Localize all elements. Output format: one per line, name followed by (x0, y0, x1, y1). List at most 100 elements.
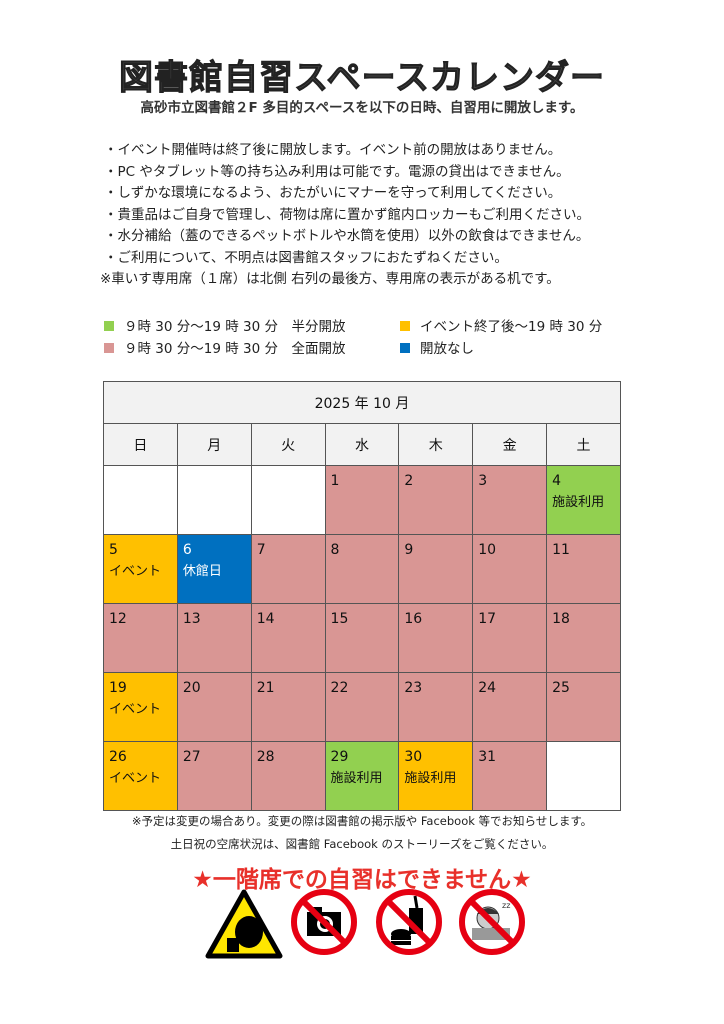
note-item: ・ご利用について、不明点は図書館スタッフにおたずねください。 (104, 249, 508, 266)
day-number: 31 (478, 749, 497, 765)
calendar-day-16: 16 (398, 603, 474, 673)
calendar-week-row: 12 13 14 15 16 17 18 (103, 603, 621, 673)
calendar-empty-cell (103, 465, 178, 535)
legend-half-open: ９時 30 分～19 時 30 分 半分開放 (104, 316, 346, 338)
day-note: 施設利用 (552, 495, 605, 510)
day-number: 18 (552, 611, 570, 627)
calendar-day-14: 14 (250, 603, 326, 673)
calendar-week-row: 19 イベント 20 21 22 23 24 25 (103, 672, 621, 742)
calendar-day-17: 17 (472, 603, 548, 673)
calendar-day-26: 26 イベント (103, 741, 178, 811)
day-note: 休館日 (182, 564, 222, 579)
day-number: 16 (404, 611, 423, 627)
note-item: ・イベント開催時は終了後に開放します。イベント前の開放はありません。 (104, 142, 562, 158)
calendar-day-1: 1 (324, 465, 400, 535)
day-number: 30 (404, 749, 423, 765)
weekday-header: 水 (324, 423, 400, 466)
green-swatch (104, 321, 114, 331)
calendar-day-15: 15 (324, 603, 400, 673)
subtitle: 高砂市立図書館２F 多目的スペースを以下の日時、自習用に開放します。 (140, 100, 584, 116)
legend-event: イベント終了後～19 時 30 分 (400, 316, 602, 338)
legend-label: 開放なし (420, 341, 474, 357)
calendar-week-row: 5 イベント 6 休館日 7 8 9 10 11 (103, 534, 621, 604)
day-number: 27 (182, 749, 201, 765)
calendar-day-8: 8 (324, 534, 400, 604)
legend-label: ９時 30 分～19 時 30 分 半分開放 (124, 319, 346, 335)
weekday-header: 日 (103, 423, 178, 466)
blue-swatch (400, 343, 410, 353)
day-number: 21 (256, 680, 275, 696)
calendar-day-29: 29 施設利用 (324, 741, 400, 811)
day-number: 26 (109, 749, 127, 765)
day-number: 15 (330, 611, 349, 627)
day-number: 19 (109, 680, 127, 696)
weekday-header: 月 (176, 423, 252, 466)
day-number: 10 (478, 542, 497, 558)
day-note: イベント (109, 564, 162, 579)
day-number: 1 (330, 473, 340, 489)
day-number: 11 (552, 542, 570, 558)
day-number: 20 (182, 680, 201, 696)
legend-label: ９時 30 分～19 時 30 分 全面開放 (124, 341, 346, 357)
day-number: 13 (182, 611, 201, 627)
calendar-day-23: 23 (398, 672, 474, 742)
day-number: 7 (256, 542, 266, 558)
footer-note: ※予定は変更の場合あり。変更の際は図書館の掲示版や Facebook 等でお知ら… (131, 814, 593, 828)
calendar-day-18: 18 (546, 603, 621, 673)
calendar-empty-cell (250, 465, 326, 535)
weekday-header: 金 (472, 423, 548, 466)
calendar-day-6: 6 休館日 (176, 534, 252, 604)
day-number: 25 (552, 680, 570, 696)
day-number: 2 (404, 473, 414, 489)
page-title: 図書館自習スペースカレンダー (119, 58, 605, 99)
legend-closed: 開放なし (400, 338, 474, 360)
calendar-day-7: 7 (250, 534, 326, 604)
calendar-day-21: 21 (250, 672, 326, 742)
day-note: 施設利用 (404, 771, 457, 786)
legend-full-open: ９時 30 分～19 時 30 分 全面開放 (104, 338, 346, 360)
pink-swatch (104, 343, 114, 353)
calendar-day-30: 30 施設利用 (398, 741, 474, 811)
calendar-day-31: 31 (472, 741, 548, 811)
orange-swatch (400, 321, 410, 331)
footer-note: 土日祝の空席状況は、図書館 Facebook のストーリーズをご覧ください。 (170, 837, 554, 851)
day-number: 23 (404, 680, 423, 696)
calendar-day-12: 12 (103, 603, 178, 673)
no-camera-icon (291, 889, 357, 955)
calendar-day-24: 24 (472, 672, 548, 742)
calendar-day-11: 11 (546, 534, 621, 604)
weekday-header: 土 (546, 423, 621, 466)
day-number: 24 (478, 680, 497, 696)
legend-label: イベント終了後～19 時 30 分 (420, 319, 603, 335)
calendar-month: 2025 年 10 月 (103, 381, 621, 424)
day-number: 12 (109, 611, 127, 627)
weekday-header: 木 (398, 423, 474, 466)
day-number: 14 (256, 611, 275, 627)
calendar: 2025 年 10 月 日月火水木金土 1 2 3 4 施設利用 5 イベント 6 休館日 7 8 9… (103, 381, 621, 811)
day-number: 9 (404, 542, 414, 558)
day-note: 施設利用 (330, 771, 383, 786)
day-number: 5 (109, 542, 118, 558)
calendar-empty-cell (176, 465, 252, 535)
note-item: ・しずかな環境になるよう、おたがいにマナーを守って利用してください。 (104, 185, 562, 201)
day-note: イベント (109, 702, 162, 717)
day-note: イベント (109, 771, 162, 786)
note-item: ※車いす専用席（１席）は北側 右列の最後方、専用席の表示がある机です。 (100, 271, 560, 287)
calendar-day-28: 28 (250, 741, 326, 811)
calendar-day-9: 9 (398, 534, 474, 604)
calendar-empty-cell (546, 741, 621, 811)
no-food-drink-icon (376, 889, 442, 955)
day-number: 8 (330, 542, 340, 558)
calendar-day-20: 20 (176, 672, 252, 742)
day-number: 17 (478, 611, 497, 627)
calendar-day-3: 3 (472, 465, 548, 535)
calendar-day-13: 13 (176, 603, 252, 673)
calendar-day-5: 5 イベント (103, 534, 178, 604)
calendar-day-25: 25 (546, 672, 621, 742)
day-number: 22 (330, 680, 349, 696)
calendar-day-22: 22 (324, 672, 400, 742)
day-number: 28 (256, 749, 275, 765)
no-sleeping-icon: zz (459, 889, 525, 955)
calendar-day-27: 27 (176, 741, 252, 811)
calendar-day-2: 2 (398, 465, 474, 535)
